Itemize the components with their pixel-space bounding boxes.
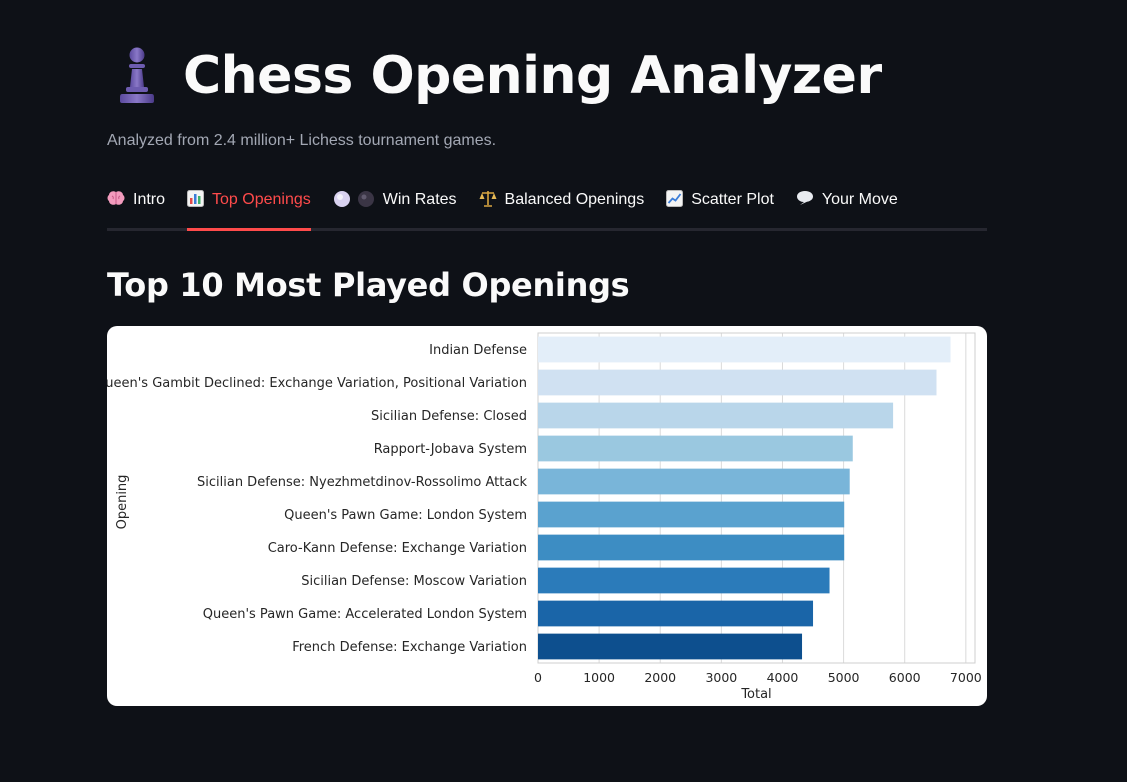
- x-tick-label: 1000: [583, 670, 615, 685]
- x-tick-label: 5000: [828, 670, 860, 685]
- bar: [538, 468, 850, 495]
- x-tick-label: 0: [534, 670, 542, 685]
- x-tick-label: 7000: [950, 670, 982, 685]
- category-label: Rapport-Jobava System: [374, 442, 527, 457]
- category-label: Caro-Kann Defense: Exchange Variation: [268, 541, 527, 556]
- tab-label: Scatter Plot: [691, 191, 774, 208]
- category-label: Sicilian Defense: Nyezhmetdinov-Rossolim…: [197, 475, 527, 490]
- y-axis-label: Opening: [115, 475, 130, 530]
- bar: [538, 402, 894, 429]
- title-row: Chess Opening Analyzer: [107, 38, 882, 114]
- tab-your-move[interactable]: Your Move: [796, 186, 898, 228]
- x-axis-label: Total: [740, 687, 771, 702]
- app-subtitle: Analyzed from 2.4 million+ Lichess tourn…: [107, 132, 497, 149]
- bar: [538, 435, 853, 462]
- tab-win-rates[interactable]: Win Rates: [333, 186, 457, 228]
- bar: [538, 336, 951, 363]
- bar: [538, 600, 814, 627]
- tab-top-openings[interactable]: Top Openings: [187, 186, 311, 231]
- tab-balanced-openings[interactable]: Balanced Openings: [479, 186, 645, 228]
- tab-label: Intro: [133, 191, 166, 208]
- plot-frame: [537, 332, 976, 664]
- tab-intro[interactable]: Intro: [107, 186, 165, 228]
- section-title: Top 10 Most Played Openings: [107, 266, 630, 304]
- x-tick-label: 6000: [889, 670, 921, 685]
- bar-chart: Indian Defense Queen's Gambit Declined: E…: [107, 332, 982, 702]
- brain-icon: [107, 190, 125, 212]
- bar: [538, 534, 845, 561]
- tab-bar: Intro Top Openings Win Rates Balanced Op…: [107, 186, 987, 231]
- category-label: Queen's Gambit Declined: Exchange Variat…: [107, 376, 527, 391]
- tab-label: Your Move: [821, 191, 898, 208]
- x-tick-label: 2000: [644, 670, 676, 685]
- tab-scatter-plot[interactable]: Scatter Plot: [666, 186, 774, 228]
- tab-label: Balanced Openings: [504, 191, 645, 208]
- category-label: Sicilian Defense: Closed: [371, 409, 527, 424]
- category-label: French Defense: Exchange Variation: [292, 640, 527, 655]
- x-tick-label: 3000: [705, 670, 737, 685]
- white-black-circles-icon: [333, 190, 375, 214]
- balance-scale-icon: [479, 190, 497, 213]
- chart-card: Indian Defense Queen's Gambit Declined: E…: [107, 326, 987, 706]
- chess-pawn-icon: [120, 47, 154, 103]
- x-tick-label: 4000: [767, 670, 799, 685]
- category-label: Queen's Pawn Game: London System: [284, 508, 527, 523]
- tab-label: Win Rates: [382, 191, 457, 208]
- category-label: Queen's Pawn Game: Accelerated London Sy…: [203, 607, 527, 622]
- bar: [538, 501, 845, 528]
- bar-chart-icon: [187, 190, 205, 213]
- bar: [538, 567, 830, 594]
- category-label: Sicilian Defense: Moscow Variation: [301, 574, 527, 589]
- category-label: Indian Defense: [429, 343, 527, 358]
- trend-chart-icon: [666, 190, 684, 213]
- tab-label: Top Openings: [212, 191, 311, 208]
- speech-bubble-icon: [796, 190, 814, 212]
- bar: [538, 633, 803, 660]
- app-title: Chess Opening Analyzer: [183, 46, 882, 106]
- bar: [538, 369, 937, 396]
